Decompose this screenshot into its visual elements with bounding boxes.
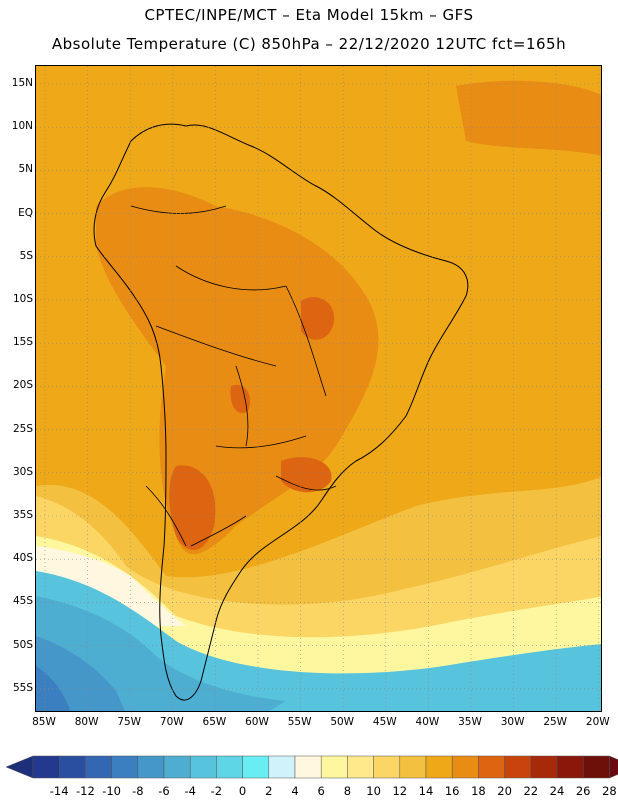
zone-pale-white [36,546,186,626]
temperature-map [35,65,602,712]
lat-label: 35S [12,509,33,521]
colorbar-swatch [556,755,584,779]
lon-label: 20W [585,716,610,728]
colorbar-swatch [582,755,610,779]
lon-label: 75W [117,716,142,728]
colorbar-swatch [478,755,505,779]
colorbar-label: -8 [132,784,144,798]
colorbar [5,755,618,779]
zone-warm-atlantic [456,80,601,156]
zone-cold-4 [36,666,71,711]
lat-label: 30S [12,465,33,478]
zone-hot-paraguay [230,385,251,414]
colorbar-label: -10 [102,784,121,798]
colorbar-label: 10 [366,784,381,798]
lon-label: 45W [372,716,397,728]
lat-label: 55S [12,681,33,694]
colorbar-swatch [216,755,243,779]
lat-label: EQ [18,206,33,219]
colorbar-label: 20 [497,784,512,798]
colorbar-label: 14 [418,784,434,798]
colorbar-label: 2 [265,784,273,798]
lon-label: 40W [415,716,440,728]
colorbar-swatch [268,755,296,779]
lat-label: 15N [11,77,33,89]
colorbar-label: -12 [75,784,95,798]
colorbar-swatch [504,755,532,779]
lat-lon-grid [36,66,601,711]
colorbar-label: 22 [523,784,539,798]
lon-label: 80W [74,716,99,728]
lon-label: 25W [543,716,568,728]
colorbar-label: 12 [392,784,408,798]
colorbar-swatch [530,755,558,779]
map-title-line2: Absolute Temperature (C) 850hPa – 22/12/… [51,35,567,53]
lon-label: 55W [287,716,312,728]
zone-hot-argentina [169,465,216,550]
colorbar-swatch [347,755,374,779]
colorbar-label: 28 [602,784,617,798]
lat-label: 50S [12,638,33,651]
lat-label: 20S [12,379,33,392]
colorbar-label: 18 [471,784,486,798]
colorbar-label: -2 [210,784,223,798]
colorbar-label: -6 [158,784,170,798]
map-title-line1: CPTEC/INPE/MCT – Eta Model 15km – GFS [144,6,474,24]
lat-label: 45S [12,595,33,608]
colorbar-min-arrow [5,755,34,779]
lon-label: 70W [159,716,184,728]
lat-label: 10N [11,120,33,133]
colorbar-swatch [399,755,427,779]
lon-label: 30W [500,716,525,728]
colorbar-label: 8 [343,784,352,798]
colorbar-swatch [320,755,348,779]
lat-label: 15S [12,336,33,349]
colorbar-swatch [85,755,112,779]
colorbar-swatch [189,755,217,779]
colorbar-swatch [32,755,60,779]
colorbar-label: 0 [238,784,247,798]
colorbar-label: 26 [575,784,591,798]
colorbar-label: 24 [549,784,565,798]
colorbar-swatch [111,755,139,779]
lon-label: 35W [458,716,482,728]
colorbar-swatch [58,755,86,779]
colorbar-swatch [137,755,165,779]
colorbar-swatch [425,755,453,779]
lon-label: 60W [245,716,269,728]
colorbar-label: 16 [444,784,460,798]
colorbar-swatch [163,755,191,779]
colorbar-label: 4 [291,784,299,798]
colorbar-swatch [373,755,401,779]
colorbar-swatch [451,755,479,779]
zone-hot-central-brazil [301,297,335,340]
south-america-outline [93,123,469,701]
colorbar-label: -14 [49,784,69,798]
colorbar-swatch [294,755,322,779]
lat-label: 5S [19,249,33,262]
colorbar-max-arrow [609,755,618,779]
colorbar-label: -4 [184,784,196,798]
lat-label: 40S [12,552,33,565]
lat-label: 25S [12,422,33,435]
zone-hot-rio-grande [281,457,332,493]
colorbar-swatch [242,755,270,779]
lat-label: 10S [12,293,33,305]
temperature-zones [36,80,601,711]
lat-label: 5N [18,163,33,176]
lon-label: 65W [202,716,227,728]
colorbar-label: 6 [317,784,325,798]
lon-label: 85W [32,716,56,728]
lon-label: 50W [330,716,355,728]
